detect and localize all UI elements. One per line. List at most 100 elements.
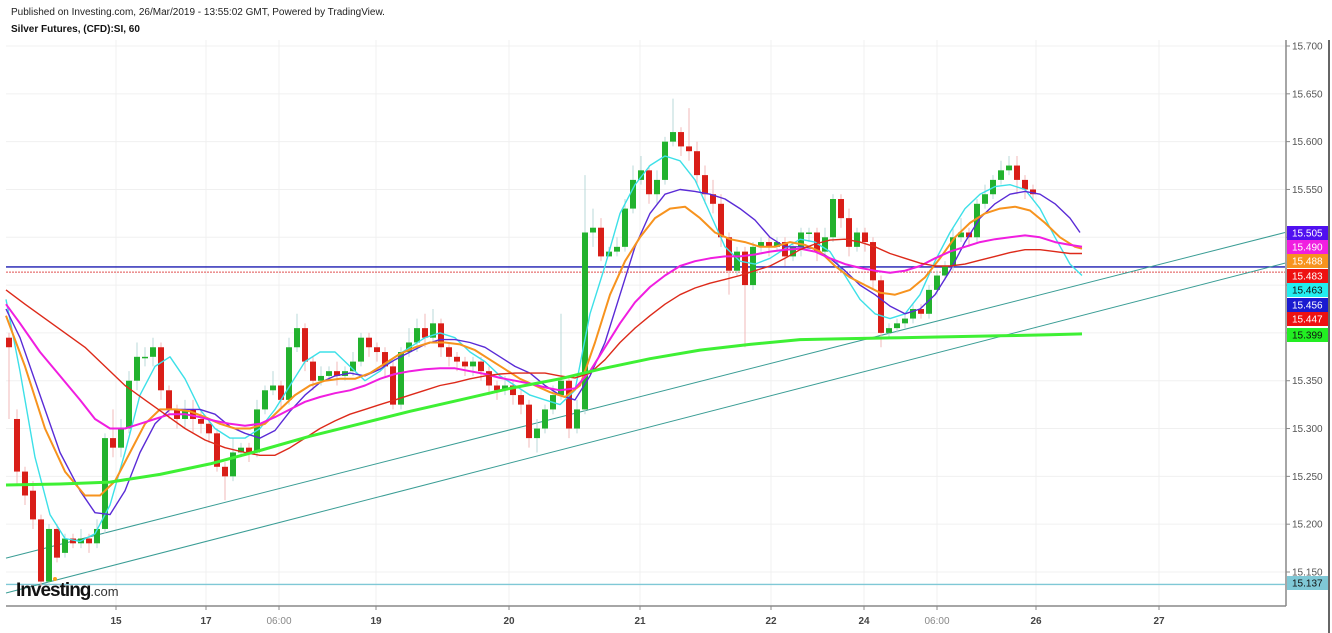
candle-bear [710,194,716,204]
price-tag-label: 15.137 [1292,579,1323,590]
price-tag-label: 15.399 [1292,331,1323,342]
candle-bull [942,265,948,276]
candle-bull [894,323,900,329]
price-tag-label: 15.463 [1292,286,1323,297]
candle-bear [86,538,92,544]
candle-bull [294,328,300,348]
y-tick-label: 15.200 [1292,520,1323,531]
candle-bear [694,151,700,176]
candle-bear [766,242,772,247]
candle-bull [758,242,764,247]
candle-bear [510,385,516,396]
candle-bull [470,361,476,367]
candle-bull [326,371,332,376]
candle-bear [374,347,380,353]
candle-bull [982,194,988,204]
candle-bull [926,289,932,314]
moving-average-line [5,234,1083,430]
candle-bull [998,170,1004,180]
x-tick-label: 20 [503,616,515,627]
investing-logo: Investing.com [16,577,119,602]
price-tag-label: 15.483 [1292,272,1323,283]
candle-bull [358,337,364,362]
candle-bull [854,232,860,247]
moving-average-line [5,332,1083,487]
candle-bull [830,199,836,238]
price-tag-label: 15.490 [1292,243,1323,254]
candle-bear [494,385,500,391]
logo-suffix: .com [90,584,119,599]
x-tick-label: 26 [1030,616,1042,627]
price-tag-label: 15.488 [1292,257,1323,268]
candle-bull [286,347,292,400]
price-tag [1287,226,1328,240]
price-tag [1287,328,1328,342]
trendline [5,262,1286,594]
candle-bear [478,361,484,372]
candle-bull [414,328,420,343]
candle-bull [630,179,636,209]
candle-bull [398,352,404,405]
candle-bull [126,380,132,429]
logo-brand: Investing [16,580,91,601]
candle-bull [238,447,244,453]
y-tick-label: 15.300 [1292,424,1323,435]
candle-bear [838,199,844,219]
y-tick-label: 15.650 [1292,89,1323,100]
candle-bear [190,409,196,419]
candle-bull [118,428,124,448]
y-tick-label: 15.250 [1292,472,1323,483]
price-tag-label: 15.505 [1292,229,1323,240]
candle-bull [910,308,916,319]
candle-bull [734,251,740,271]
x-tick-label: 27 [1153,616,1165,627]
candle-bear [54,528,60,558]
y-tick-label: 15.550 [1292,185,1323,196]
candle-bear [110,438,116,448]
candle-bull [542,409,548,429]
candle-bull [350,361,356,372]
candle-bull [790,246,796,257]
moving-average-line [5,155,1083,543]
candle-bear [526,404,532,439]
candle-bear [686,146,692,152]
candle-bear [486,371,492,386]
candle-bear [438,323,444,348]
trendlines [5,232,1286,594]
candle-bull [974,203,980,238]
candle-bear [222,466,228,477]
candle-bear [878,280,884,333]
candle-bear [310,361,316,381]
candle-bear [422,328,428,338]
candle-bull [430,323,436,338]
candle-bull [558,380,564,396]
y-tick-label: 15.150 [1292,567,1323,578]
candle-bear [726,237,732,271]
moving-average-line [5,205,1083,497]
candle-bear [382,352,388,367]
candle-bull [134,356,140,381]
candle-bear [718,203,724,238]
candle-bear [206,423,212,434]
time-axis[interactable]: 15 17 06:00 19 20 21 22 24 06:00 26 27 [110,606,1165,627]
logo-star-icon [53,577,57,581]
published-info: Published on Investing.com, 26/Mar/2019 … [11,7,385,18]
price-tag-label: 15.456 [1292,301,1323,312]
candle-bear [334,371,340,376]
x-tick-label: 06:00 [924,616,949,627]
candle-bear [1014,165,1020,180]
x-tick-label: 19 [370,616,382,627]
x-tick-label: 17 [200,616,212,627]
candle-bull [670,132,676,142]
price-tag [1287,298,1328,312]
candle-bull [614,246,620,252]
candle-bear [14,418,20,472]
candle-bull [958,232,964,238]
candle-bull [654,179,660,195]
candle-bear [870,242,876,281]
candle-bull [638,170,644,180]
candle-bear [678,132,684,147]
candle-bull [590,227,596,233]
candle-bear [166,390,172,410]
